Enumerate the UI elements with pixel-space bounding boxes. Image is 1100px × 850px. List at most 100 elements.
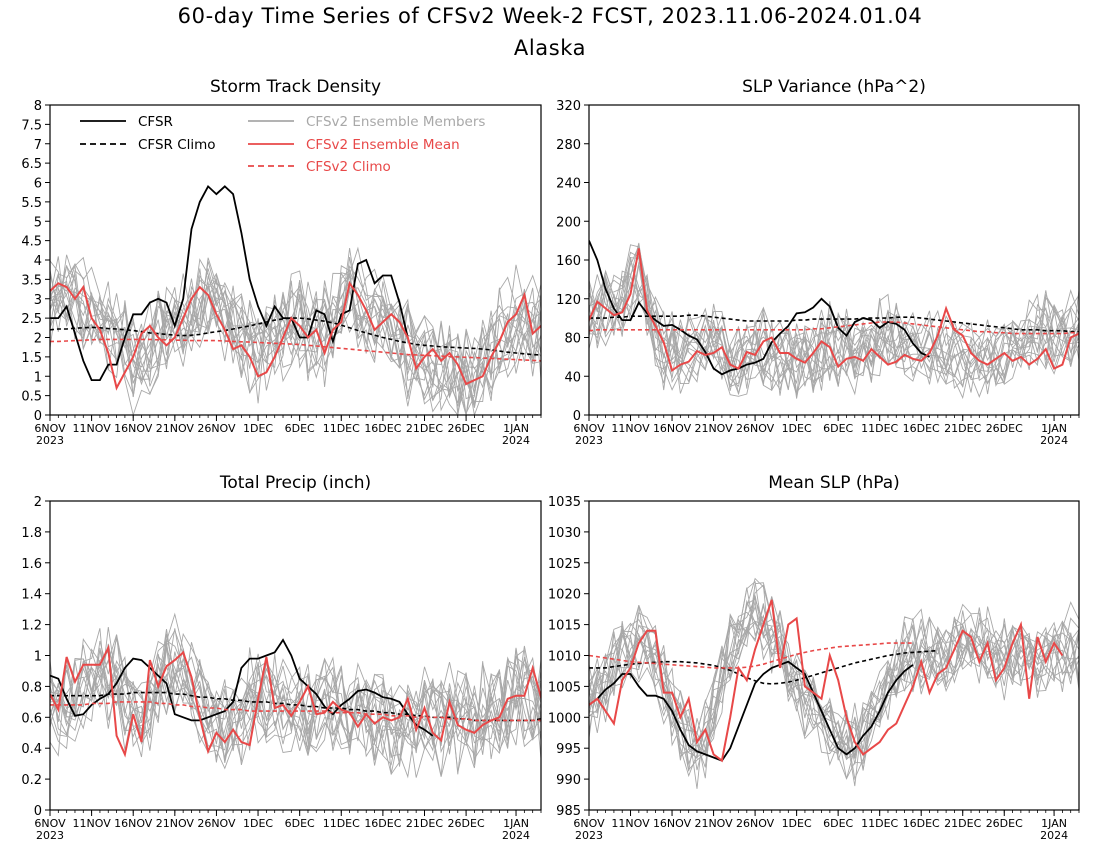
series-ens-mean-line [589,599,1064,763]
x-tick-label: 16NOV [653,817,692,830]
y-tick-label: 1.4 [21,588,42,603]
chart-panel: Mean SLP (hPa) 985 990 995 1000 1005 1010 1015 1… [548,473,1080,842]
x-tick-label: 11NOV [611,817,650,830]
x-tick-year-label: 2023 [36,829,64,842]
y-tick-label: 5 [34,215,42,230]
ensemble-member-line [50,650,541,779]
series-cfsv2-climo-line [50,338,541,362]
x-tick-year-label: 2023 [36,434,64,447]
x-tick-year-label: 2024 [1040,434,1068,447]
x-tick-label: 1DEC [243,422,273,435]
y-tick-label: 1020 [548,588,581,603]
x-tick-label: 6DEC [285,422,315,435]
series-cfsv2-climo-line [589,321,1079,335]
ensemble-member-line [589,596,1079,760]
y-tick-label: 120 [556,293,581,308]
x-tick-year-label: 2024 [1040,829,1068,842]
y-tick-label: 1 [34,650,42,665]
y-tick-label: 1025 [548,557,581,572]
x-tick-label: 26NOV [736,422,775,435]
x-tick-label: 16NOV [114,817,153,830]
ensemble-member-line [50,633,541,759]
plot-frame [49,500,542,811]
x-tick-label: 26NOV [197,817,236,830]
x-tick-label: 6NOV [34,817,66,830]
x-tick-year-label: 2023 [575,829,603,842]
legend-label: CFSv2 Climo [306,159,391,175]
y-tick-label: 8 [34,99,42,114]
x-tick-label: 1JAN [503,422,529,435]
x-tick-label: 26NOV [197,422,236,435]
legend-label: CFSR [138,114,173,130]
x-tick-label: 21DEC [944,422,981,435]
ensemble-member-line [589,605,1079,781]
plot-area [50,184,541,415]
x-tick-label: 16DEC [364,817,401,830]
series-cfsr-climo-line [50,317,541,356]
series-ens-mean-line [589,248,1079,373]
chart-panel: SLP Variance (hPa^2) 0 40 80 120 160 200 240 280… [556,77,1080,447]
panel-title: SLP Variance (hPa^2) [742,77,926,97]
y-tick-label: 6.5 [21,157,42,172]
x-tick-label: 11NOV [611,422,650,435]
chart-panel: Storm Track Density 0 0.5 1 1.5 2 2.5 3 3.5 4 4.5 5… [21,77,542,447]
legend-label: CFSv2 Ensemble Members [306,114,485,130]
y-tick-label: 0.2 [21,773,42,788]
y-tick-label: 3.5 [21,273,42,288]
y-tick-label: 1010 [548,650,581,665]
y-tick-label: 1000 [548,711,581,726]
panel-title: Storm Track Density [210,77,381,97]
y-tick-label: 3 [34,293,42,308]
series-cfsv2-climo-line [50,701,541,722]
y-tick-label: 80 [564,332,581,347]
x-tick-label: 21DEC [406,817,443,830]
ensemble-member-line [50,254,541,415]
ensemble-member-line [50,265,541,407]
ensemble-member-line [589,258,1079,396]
x-tick-label: 26DEC [986,817,1023,830]
x-tick-label: 16DEC [903,422,940,435]
y-tick-label: 1.5 [21,351,42,366]
x-tick-year-label: 2024 [502,829,530,842]
y-tick-label: 4 [34,254,42,269]
x-tick-label: 21DEC [406,422,443,435]
y-tick-label: 995 [556,742,581,757]
ensemble-member-line [50,653,541,778]
x-tick-label: 11DEC [861,422,898,435]
x-tick-label: 1JAN [1041,817,1067,830]
plot-area [589,577,1079,789]
series-ens-mean-line [50,644,541,758]
y-tick-label: 6 [34,177,42,192]
ensemble-member-line [589,274,1079,391]
panel-title: Total Precip (inch) [219,473,371,493]
plot-area [589,240,1079,400]
ensemble-member-line [589,601,1079,779]
x-tick-label: 11NOV [73,422,112,435]
y-tick-label: 5.5 [21,196,42,211]
y-tick-label: 320 [556,99,581,114]
legend: CFSR CFSR Climo CFSv2 Ensemble Members CFSv… [80,114,485,175]
y-tick-label: 1005 [548,680,581,695]
ensemble-member-line [50,260,541,415]
series-cfsr-line [589,240,930,376]
y-tick-label: 0.4 [21,742,42,757]
x-tick-year-label: 2023 [575,434,603,447]
x-tick-label: 21NOV [694,817,733,830]
panel-title: Mean SLP (hPa) [768,473,900,493]
x-tick-label: 11DEC [323,422,360,435]
y-tick-label: 0 [573,409,581,424]
ensemble-member-line [50,256,541,413]
x-tick-label: 21DEC [944,817,981,830]
x-tick-label: 26DEC [448,422,485,435]
y-tick-label: 200 [556,215,581,230]
y-tick-label: 160 [556,254,581,269]
ensemble-member-line [589,603,1079,768]
y-tick-label: 1035 [548,495,581,510]
ensemble-member-line [589,584,1079,758]
series-cfsr-line [589,660,914,762]
y-tick-label: 0.5 [21,390,42,405]
y-tick-label: 2.5 [21,312,42,327]
series-cfsr-line [50,638,434,737]
